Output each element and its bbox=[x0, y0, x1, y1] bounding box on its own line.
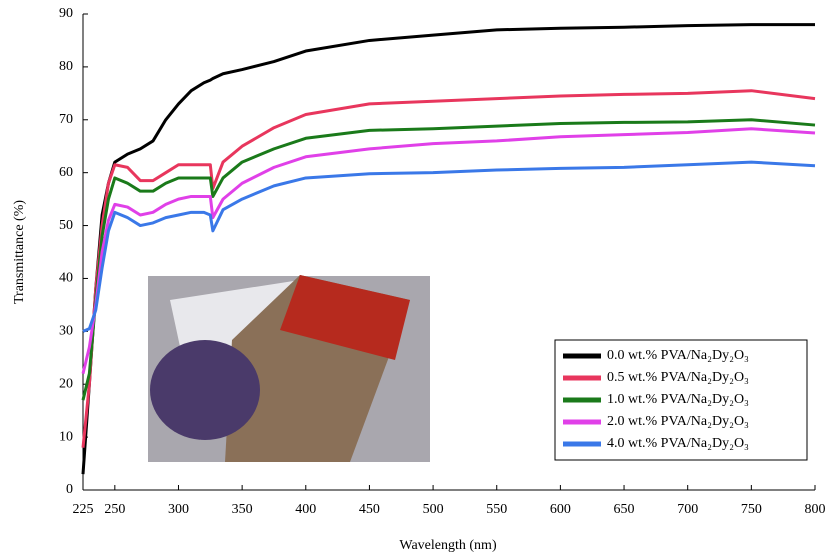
y-tick-label: 80 bbox=[59, 59, 73, 74]
y-tick-label: 60 bbox=[59, 165, 73, 180]
x-tick-label: 400 bbox=[295, 502, 316, 517]
x-tick-label: 300 bbox=[168, 502, 189, 517]
x-tick-label: 650 bbox=[614, 502, 635, 517]
series-line bbox=[81, 127, 816, 374]
x-tick-label: 750 bbox=[741, 502, 762, 517]
y-tick-label: 40 bbox=[59, 271, 73, 286]
x-tick-label: 800 bbox=[805, 502, 826, 517]
x-tick-label: 550 bbox=[486, 502, 507, 517]
y-tick-label: 50 bbox=[59, 218, 73, 233]
legend-label: 0.5 wt.% PVA/Na₂Dy₂O₃ bbox=[607, 370, 749, 385]
series-line bbox=[81, 118, 816, 401]
x-tick-label: 450 bbox=[359, 502, 380, 517]
x-axis-label: Wavelength (nm) bbox=[399, 538, 497, 553]
x-tick-label: 700 bbox=[677, 502, 698, 517]
y-axis-label: Transmittance (%) bbox=[12, 200, 27, 304]
inset-card-roof bbox=[280, 275, 410, 360]
legend-label: 0.0 wt.% PVA/Na₂Dy₂O₃ bbox=[607, 348, 749, 363]
series-line bbox=[82, 160, 816, 333]
y-tick-label: 30 bbox=[59, 324, 73, 339]
y-tick-label: 10 bbox=[59, 429, 73, 444]
legend-label: 1.0 wt.% PVA/Na₂Dy₂O₃ bbox=[607, 392, 749, 407]
legend-label: 2.0 wt.% PVA/Na₂Dy₂O₃ bbox=[607, 414, 749, 429]
series-line bbox=[81, 89, 816, 448]
x-tick-label: 250 bbox=[104, 502, 125, 517]
x-tick-label: 225 bbox=[73, 502, 94, 517]
y-tick-label: 0 bbox=[66, 482, 73, 497]
inset-glove bbox=[150, 340, 260, 440]
x-tick-label: 500 bbox=[423, 502, 444, 517]
x-tick-label: 600 bbox=[550, 502, 571, 517]
legend-label: 4.0 wt.% PVA/Na₂Dy₂O₃ bbox=[607, 436, 749, 451]
x-tick-label: 350 bbox=[232, 502, 253, 517]
y-tick-label: 90 bbox=[59, 6, 73, 21]
y-tick-label: 20 bbox=[59, 376, 73, 391]
y-tick-label: 70 bbox=[59, 112, 73, 127]
